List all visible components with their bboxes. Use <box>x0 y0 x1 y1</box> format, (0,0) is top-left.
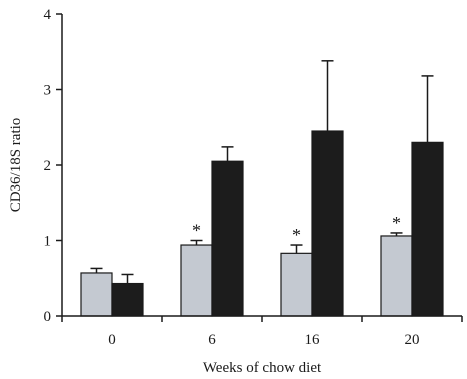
y-tick-label: 2 <box>44 158 52 174</box>
bar <box>380 235 413 317</box>
significance-marker: * <box>292 225 301 245</box>
y-tick-label: 4 <box>44 7 52 23</box>
x-tick-label: 16 <box>305 332 321 348</box>
y-tick-label: 0 <box>44 309 52 325</box>
bar <box>80 272 113 317</box>
bar <box>180 244 213 317</box>
y-tick-label: 1 <box>44 234 52 250</box>
x-tick-label: 20 <box>405 332 420 348</box>
bar <box>280 252 313 317</box>
plot-area: * * * <box>80 60 444 317</box>
bar <box>311 130 344 317</box>
x-axis-ticks: 0 6 16 20 <box>61 316 463 348</box>
y-axis-label: CD36/18S ratio <box>8 118 24 213</box>
bar <box>211 160 244 317</box>
x-tick-label: 6 <box>208 332 216 348</box>
x-axis-label: Weeks of chow diet <box>203 360 322 376</box>
y-axis-ticks: 0 1 2 3 4 <box>44 7 62 325</box>
significance-marker: * <box>392 213 401 233</box>
significance-marker: * <box>192 221 201 241</box>
y-tick-label: 3 <box>44 83 52 99</box>
bar <box>411 141 444 317</box>
bar <box>111 282 144 317</box>
x-tick-label: 0 <box>108 332 116 348</box>
